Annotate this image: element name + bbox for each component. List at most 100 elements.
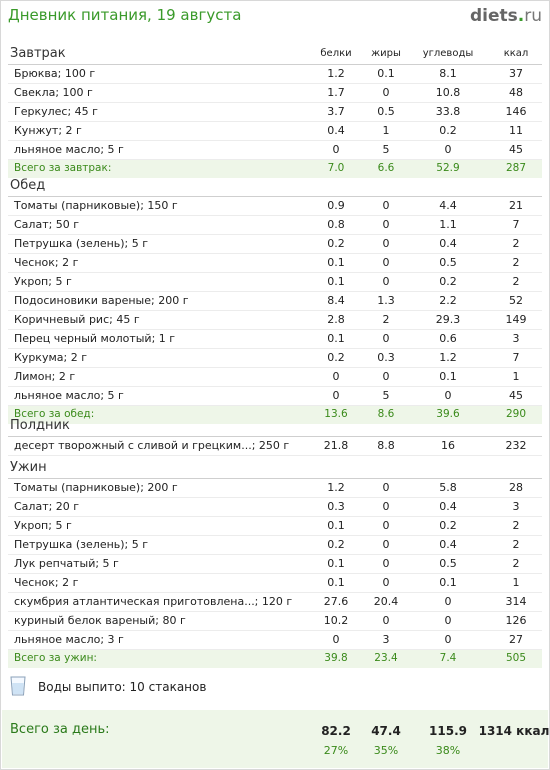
food-row[interactable]: Томаты (парниковые); 150 г 0.9 0 4.4 21	[8, 197, 542, 216]
food-kcal: 11	[509, 124, 523, 137]
food-name: Лук репчатый; 5 г	[14, 557, 119, 570]
food-row[interactable]: льняное масло; 5 г 0 5 0 45	[8, 141, 542, 160]
total-protein: 39.8	[324, 652, 348, 664]
food-row[interactable]: Укроп; 5 г 0.1 0 0.2 2	[8, 517, 542, 536]
food-row[interactable]: Подосиновики вареные; 200 г 8.4 1.3 2.2 52	[8, 292, 542, 311]
day-fat: 47.4	[371, 724, 401, 738]
food-kcal: 2	[512, 256, 520, 269]
day-protein-percent: 27%	[323, 744, 349, 757]
food-name: Свекла; 100 г	[14, 86, 93, 99]
food-carbs: 4.4	[439, 199, 457, 212]
food-row[interactable]: Коричневый рис; 45 г 2.8 2 29.3 149	[8, 311, 542, 330]
food-row[interactable]: льняное масло; 5 г 0 5 0 45	[8, 387, 542, 406]
food-row[interactable]: десерт творожный с сливой и грецким...; …	[8, 437, 542, 456]
food-kcal: 146	[505, 105, 527, 118]
food-row[interactable]: Лимон; 2 г 0 0 0.1 1	[8, 368, 542, 387]
meal-header: Ужин	[8, 460, 542, 479]
food-kcal: 21	[509, 199, 523, 212]
food-carbs: 10.8	[435, 86, 461, 99]
food-row[interactable]: Салат; 20 г 0.3 0 0.4 3	[8, 498, 542, 517]
food-carbs: 0.4	[439, 237, 457, 250]
food-protein: 0.1	[327, 256, 345, 269]
food-row[interactable]: Укроп; 5 г 0.1 0 0.2 2	[8, 273, 542, 292]
food-fat: 0	[382, 256, 390, 269]
food-kcal: 28	[509, 481, 523, 494]
food-carbs: 0.1	[439, 576, 457, 589]
food-protein: 0.1	[327, 332, 345, 345]
food-kcal: 2	[512, 519, 520, 532]
food-carbs: 0	[444, 595, 452, 608]
food-carbs: 0.5	[439, 256, 457, 269]
food-row[interactable]: Петрушка (зелень); 5 г 0.2 0 0.4 2	[8, 536, 542, 555]
food-row[interactable]: Петрушка (зелень); 5 г 0.2 0 0.4 2	[8, 235, 542, 254]
total-kcal: 290	[505, 408, 527, 420]
food-fat: 0	[382, 332, 390, 345]
food-protein: 8.4	[327, 294, 345, 307]
day-fat-percent: 35%	[373, 744, 399, 757]
food-carbs: 0.4	[439, 538, 457, 551]
food-row[interactable]: Свекла; 100 г 1.7 0 10.8 48	[8, 84, 542, 103]
food-row[interactable]: Кунжут; 2 г 0.4 1 0.2 11	[8, 122, 542, 141]
food-name: куриный белок вареный; 80 г	[14, 614, 186, 627]
food-kcal: 3	[512, 500, 520, 513]
food-carbs: 1.1	[439, 218, 457, 231]
day-carbs-percent: 38%	[435, 744, 461, 757]
food-row[interactable]: Геркулес; 45 г 3.7 0.5 33.8 146	[8, 103, 542, 122]
meal-title: Ужин	[10, 460, 47, 475]
page-title: Дневник питания, 19 августа	[8, 6, 242, 24]
total-carbs: 39.6	[436, 408, 460, 420]
food-name: Чеснок; 2 г	[14, 256, 79, 269]
glass-icon	[10, 676, 26, 696]
food-carbs: 8.1	[439, 67, 457, 80]
food-carbs: 33.8	[435, 105, 461, 118]
food-carbs: 0	[444, 143, 452, 156]
food-protein: 1.2	[327, 67, 345, 80]
food-kcal: 2	[512, 557, 520, 570]
meal-dinner: Ужин Томаты (парниковые); 200 г 1.2 0 5.8 28…	[8, 460, 542, 668]
food-name: Укроп; 5 г	[14, 519, 72, 532]
food-carbs: 5.8	[439, 481, 457, 494]
food-protein: 0	[332, 143, 340, 156]
meal-rows: десерт творожный с сливой и грецким...; …	[8, 437, 542, 456]
food-protein: 27.6	[323, 595, 349, 608]
food-protein: 0.4	[327, 124, 345, 137]
food-row[interactable]: куриный белок вареный; 80 г 10.2 0 0 126	[8, 612, 542, 631]
food-row[interactable]: Брюква; 100 г 1.2 0.1 8.1 37	[8, 65, 542, 84]
meal-total-row: Всего за ужин: 39.8 23.4 7.4 505	[8, 650, 542, 668]
food-fat: 0	[382, 199, 390, 212]
meal-total-row: Всего за завтрак: 7.0 6.6 52.9 287	[8, 160, 542, 178]
day-carbs: 115.9	[429, 724, 467, 738]
food-row[interactable]: льняное масло; 3 г 0 3 0 27	[8, 631, 542, 650]
food-row[interactable]: Куркума; 2 г 0.2 0.3 1.2 7	[8, 349, 542, 368]
food-kcal: 1	[512, 370, 520, 383]
food-protein: 0.1	[327, 576, 345, 589]
food-fat: 0	[382, 500, 390, 513]
water-intake: Воды выпито: 10 стаканов	[10, 676, 310, 698]
site-logo[interactable]: diets.ru	[470, 6, 542, 26]
food-name: льняное масло; 5 г	[14, 143, 124, 156]
food-row[interactable]: Томаты (парниковые); 200 г 1.2 0 5.8 28	[8, 479, 542, 498]
day-kcal: 1314 ккал	[478, 724, 550, 738]
food-fat: 0	[382, 237, 390, 250]
food-name: скумбрия атлантическая приготовлена...; …	[14, 595, 293, 608]
food-row[interactable]: Перец черный молотый; 1 г 0.1 0 0.6 3	[8, 330, 542, 349]
food-carbs: 0.1	[439, 370, 457, 383]
food-fat: 0	[382, 614, 390, 627]
total-fat: 8.6	[377, 408, 395, 420]
food-protein: 1.7	[327, 86, 345, 99]
food-name: Геркулес; 45 г	[14, 105, 98, 118]
food-row[interactable]: скумбрия атлантическая приготовлена...; …	[8, 593, 542, 612]
water-text: Воды выпито: 10 стаканов	[38, 680, 207, 694]
food-name: Томаты (парниковые); 200 г	[14, 481, 178, 494]
food-row[interactable]: Лук репчатый; 5 г 0.1 0 0.5 2	[8, 555, 542, 574]
food-row[interactable]: Салат; 50 г 0.8 0 1.1 7	[8, 216, 542, 235]
total-kcal: 287	[505, 162, 527, 174]
food-fat: 0	[382, 218, 390, 231]
food-protein: 0.3	[327, 500, 345, 513]
food-row[interactable]: Чеснок; 2 г 0.1 0 0.1 1	[8, 574, 542, 593]
food-fat: 8.8	[377, 439, 395, 452]
food-protein: 0.1	[327, 519, 345, 532]
food-fat: 0	[382, 557, 390, 570]
food-fat: 0.1	[377, 67, 395, 80]
food-row[interactable]: Чеснок; 2 г 0.1 0 0.5 2	[8, 254, 542, 273]
